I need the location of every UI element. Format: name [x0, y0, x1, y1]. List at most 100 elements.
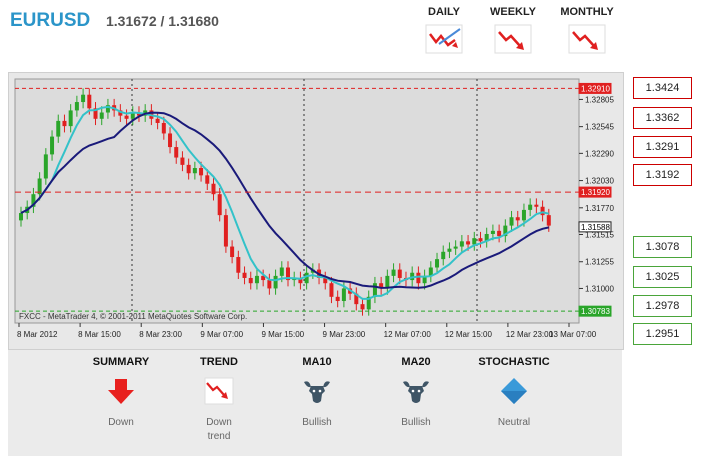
price-tick-label: 1.31000 [585, 284, 614, 293]
period-daily[interactable]: DAILY [412, 6, 476, 54]
indicator-title: TREND [200, 356, 238, 368]
candle-body [286, 267, 290, 281]
candle-body [81, 94, 86, 103]
candle-body [534, 204, 539, 207]
candle-body [236, 257, 241, 273]
candle-body [521, 209, 526, 221]
candle-body [379, 283, 384, 289]
plot-area [14, 78, 580, 324]
candle-body [37, 178, 42, 195]
candle-body [56, 120, 61, 137]
time-tick-label: 9 Mar 15:00 [261, 330, 304, 339]
candle-body [466, 241, 471, 245]
candle-body [130, 112, 135, 119]
price-tick-label: 1.31515 [585, 231, 614, 240]
candle-body [528, 204, 533, 210]
downtrend-chart-icon [425, 24, 463, 54]
candle-body [211, 183, 216, 195]
price-tick-label: 1.32290 [585, 149, 614, 158]
candle-body [118, 110, 123, 116]
candle-body [223, 215, 228, 247]
support-level[interactable]: 1.3025 [633, 266, 692, 288]
candle-body [254, 275, 259, 284]
period-monthly[interactable]: MONTHLY [555, 6, 619, 54]
price-marker-bottom [578, 305, 612, 317]
candle-body [441, 251, 446, 260]
price-marker-mid [578, 186, 612, 198]
candle-body [50, 136, 55, 155]
time-tick-label: 9 Mar 23:00 [323, 330, 366, 339]
indicator-value: Down trend [206, 417, 232, 442]
candle-body [74, 102, 79, 111]
indicator-value: Neutral [497, 417, 531, 428]
candle-body [161, 122, 166, 134]
candle-body [174, 147, 179, 158]
candle-body [509, 217, 514, 226]
support-level[interactable]: 1.2951 [633, 323, 692, 345]
resistance-level[interactable]: 1.3291 [633, 136, 692, 158]
support-level[interactable]: 1.3078 [633, 236, 692, 258]
ma-fast-line [20, 105, 550, 300]
candle-body [199, 168, 204, 176]
time-tick-label: 8 Mar 15:00 [78, 330, 121, 339]
candle-body [186, 164, 191, 174]
candlestick-chart: 1.32910 1.31920 1.31588 1.30783 1.32805 1.32… [14, 78, 614, 339]
candle-body [546, 215, 551, 226]
candle-body [192, 168, 197, 174]
indicator-summary[interactable]: SUMMARY Down [76, 356, 166, 430]
candle-body [217, 194, 222, 216]
candle-body [105, 105, 110, 113]
candle-body [261, 275, 266, 281]
candle-body [205, 175, 210, 184]
resistance-level[interactable]: 1.3424 [633, 77, 692, 99]
indicator-value: Down [108, 417, 134, 428]
support-level[interactable]: 1.2978 [633, 295, 692, 317]
resistance-level[interactable]: 1.3362 [633, 107, 692, 129]
candle-body [497, 230, 502, 237]
candle-body [503, 225, 508, 237]
time-tick-label: 8 Mar 2012 [17, 330, 58, 339]
candle-body [391, 269, 396, 276]
candle-body [267, 280, 272, 289]
period-label: MONTHLY [560, 6, 614, 18]
indicator-trend[interactable]: TREND Down trend [174, 356, 264, 444]
indicator-title: SUMMARY [92, 356, 150, 368]
indicator-title: MA10 [302, 356, 332, 368]
candle-body [323, 277, 328, 284]
candle-body [484, 233, 489, 242]
downtrend-chart-icon [204, 377, 234, 405]
indicator-ma10[interactable]: MA10 Bullish [272, 356, 362, 430]
time-tick-label: 12 Mar 07:00 [384, 330, 432, 339]
indicator-ma20[interactable]: MA20 Bullish [371, 356, 461, 430]
price-marker-label: 1.30783 [581, 307, 610, 316]
currency-pair: EURUSD [10, 10, 91, 31]
candle-body [435, 259, 440, 268]
period-label: WEEKLY [489, 6, 537, 18]
price-marker-label: 1.32910 [581, 84, 610, 93]
period-weekly[interactable]: WEEKLY [481, 6, 545, 54]
indicator-stochastic[interactable]: STOCHASTIC Neutral [469, 356, 559, 430]
candle-body [68, 110, 73, 127]
candle-body [428, 267, 433, 276]
candle-body [248, 277, 253, 284]
indicator-title: STOCHASTIC [478, 356, 550, 368]
candle-body [472, 238, 477, 245]
price-marker-label: 1.31920 [581, 188, 610, 197]
candle-body [87, 94, 92, 109]
time-tick-label: 12 Mar 23:00 [506, 330, 554, 339]
price-tick-label: 1.32030 [585, 177, 614, 186]
candle-body [540, 206, 545, 216]
bull-icon [304, 381, 330, 403]
indicator-value: Bullish [302, 417, 332, 428]
candle-body [416, 272, 421, 284]
candle-body [31, 194, 36, 207]
resistance-level[interactable]: 1.3192 [633, 164, 692, 186]
candle-body [230, 246, 235, 258]
candle-body [155, 118, 160, 123]
candle-body [515, 217, 520, 221]
candle-body [62, 120, 67, 127]
ma-slow-line [20, 111, 550, 289]
candle-body [354, 293, 359, 305]
price-chart[interactable]: 1.32910 1.31920 1.31588 1.30783 1.32805 1.32… [8, 72, 624, 350]
candle-body [459, 241, 464, 247]
